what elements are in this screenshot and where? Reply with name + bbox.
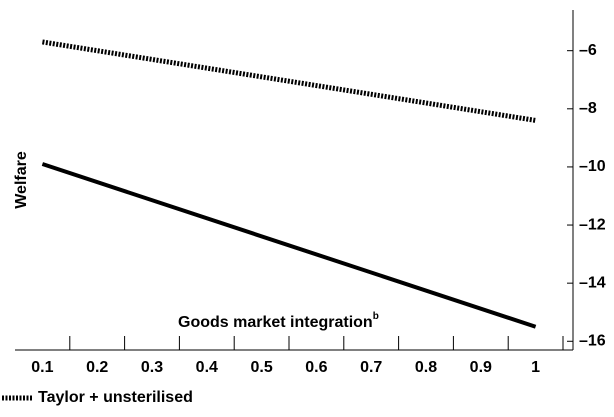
x-tick-label: 0.7 [360,359,382,376]
x-axis-label-sup: b [373,311,379,322]
x-axis-label-main: Goods market integration [178,314,373,331]
x-tick-label: 0.6 [305,359,327,376]
y-tick-label: –6 [579,42,597,59]
x-tick-label: 0.3 [141,359,163,376]
series-line [42,39,536,123]
y-axis-label: Welfare [13,151,30,209]
x-tick-label: 1 [531,359,540,376]
y-tick-label: –12 [579,216,606,233]
legend-label: Taylor + unsterilised [38,389,193,406]
x-axis-label: Goods market integrationb [178,311,379,332]
series-line [41,162,537,329]
x-tick-label: 0.2 [86,359,108,376]
x-tick-label: 0.8 [415,359,437,376]
x-tick-label: 0.1 [31,359,53,376]
y-tick-label: –14 [579,274,606,291]
x-tick-label: 0.9 [470,359,492,376]
y-tick-label: –8 [579,100,597,117]
x-tick-label: 0.5 [250,359,272,376]
y-tick-label: –10 [579,158,606,175]
y-tick-label: –16 [579,333,606,350]
x-tick-label: 0.4 [196,359,218,376]
